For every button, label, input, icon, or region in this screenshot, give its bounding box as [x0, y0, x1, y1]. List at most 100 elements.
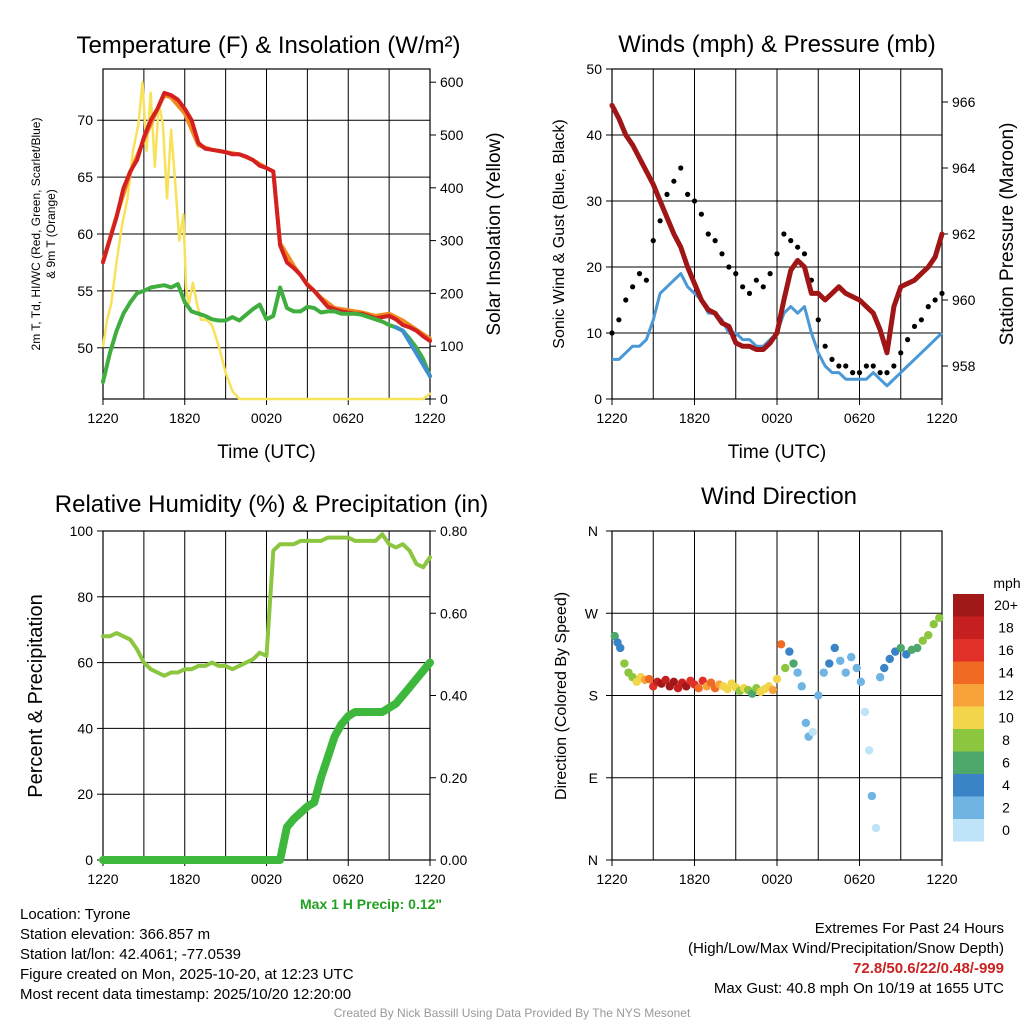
speed-legend-label: 12: [998, 687, 1014, 703]
wind-direction-point: [801, 718, 811, 728]
gust-point: [884, 370, 890, 376]
wind-x-tick-label: 1220: [596, 410, 627, 426]
wind-direction-point: [669, 677, 679, 686]
gust-point: [822, 343, 828, 349]
gust-point: [932, 297, 938, 303]
speed-legend-swatch: [953, 639, 984, 662]
gust-point: [918, 317, 924, 323]
gust-point: [733, 271, 739, 277]
wind-direction-point: [929, 620, 938, 629]
speed-legend-label: 14: [998, 665, 1014, 681]
temp-y-tick-label: 60: [77, 226, 93, 242]
speed-legend-swatch: [953, 616, 984, 639]
station-info: Location: Tyrone Station elevation: 366.…: [20, 905, 354, 1005]
wind-y-tick-label: 30: [586, 193, 602, 209]
rh-x-tick-label: 0620: [333, 871, 364, 887]
rh-y2-tick-label: 0.00: [440, 852, 467, 868]
rh-y2-tick-label: 0.60: [440, 605, 467, 621]
temp-y-axis-label-2: & 9m T (Orange): [44, 189, 58, 279]
gust-point: [746, 290, 753, 296]
speed-legend-swatch: [953, 706, 984, 729]
gust-point: [925, 304, 931, 310]
rh-line: [101, 532, 432, 678]
gust-point: [774, 251, 780, 257]
gust-point: [753, 277, 759, 283]
gust-point: [609, 330, 615, 336]
wind-direction-point: [772, 674, 782, 684]
figure-created: Figure created on Mon, 2025-10-20, at 12…: [20, 966, 354, 983]
gust-point: [911, 323, 918, 329]
gust-point: [781, 231, 787, 237]
wind-direction-point: [694, 683, 703, 693]
wind-y-axis-label: Sonic Wind & Gust (Blue, Black): [551, 119, 568, 348]
gust-point: [788, 238, 794, 244]
wind-y2-tick-label: 960: [952, 292, 976, 308]
wind-direction-point: [616, 643, 625, 653]
wind-direction-point: [644, 674, 654, 684]
temp-series-line: [101, 80, 432, 401]
gust-point: [678, 165, 684, 171]
wind-y-tick-label: 0: [594, 391, 602, 407]
gust-point: [836, 363, 842, 369]
rh-y-tick-label: 20: [77, 786, 93, 802]
gust-point: [719, 251, 725, 257]
wind-y2-axis-label: Station Pressure (Maroon): [997, 123, 1018, 346]
precip-line: [99, 658, 434, 864]
wind-direction-point: [620, 659, 629, 668]
temp-y2-tick-label: 400: [440, 180, 464, 196]
speed-legend-label: 8: [1002, 732, 1010, 748]
wind-x-tick-label: 1820: [679, 410, 710, 426]
wind-direction-point: [860, 707, 870, 717]
wind-direction-point: [856, 677, 866, 686]
temp-y2-tick-label: 600: [440, 74, 464, 90]
wind-direction-point: [864, 746, 874, 755]
rh-x-tick-label: 0020: [251, 871, 282, 887]
wind-direction-point: [918, 636, 927, 645]
extremes-box: Extremes For Past 24 Hours (High/Low/Max…: [688, 919, 1004, 999]
speed-legend-label: 18: [998, 620, 1014, 636]
extremes-values: 72.8/50.6/22/0.48/-999: [853, 960, 1004, 977]
rh-y-tick-label: 80: [77, 589, 93, 605]
gust-point: [767, 271, 773, 277]
gust-point: [939, 290, 945, 296]
temp-panel-title: Temperature (F) & Insolation (W/m²): [76, 32, 460, 59]
speed-legend-swatch: [953, 819, 984, 842]
dir-y-tick-label: N: [588, 852, 598, 868]
dir-x-tick-label: 1220: [926, 871, 957, 887]
speed-legend-swatch: [953, 594, 984, 617]
wind-y-tick-label: 50: [586, 61, 602, 77]
wind-direction-point: [610, 631, 619, 641]
rh-y-tick-label: 100: [70, 523, 94, 539]
dir-y-axis-label: Direction (Colored By Speed): [553, 592, 570, 800]
rh-y2-tick-label: 0.40: [440, 688, 467, 704]
gust-point: [657, 218, 663, 224]
temp-series-line: [101, 282, 432, 384]
wind-direction-point: [902, 650, 911, 659]
gust-point: [863, 363, 869, 369]
wind-direction-point: [830, 643, 839, 653]
station-latlon: Station lat/lon: 42.4061; -77.0539: [20, 946, 242, 963]
dir-x-tick-label: 0620: [844, 871, 875, 887]
max-precip-note: Max 1 H Precip: 0.12": [300, 896, 443, 912]
wind-y-tick-label: 10: [586, 325, 602, 341]
credit-line: Created By Nick Bassill Using Data Provi…: [333, 1006, 691, 1020]
temp-y2-axis-label: Solar Insolation (Yellow): [484, 132, 505, 335]
speed-legend-label: 2: [1002, 800, 1010, 816]
speed-legend-label: 10: [998, 710, 1014, 726]
speed-legend-label: 20+: [994, 597, 1018, 613]
wind-y2-tick-label: 962: [952, 226, 976, 242]
speed-legend-swatch: [953, 661, 984, 684]
wind-x-tick-label: 1220: [926, 410, 957, 426]
gust-point: [740, 284, 746, 290]
speed-legend-swatch: [953, 729, 984, 752]
gust-point: [643, 277, 649, 283]
gust-point: [843, 363, 849, 369]
temp-x-tick-label: 0020: [251, 410, 282, 426]
gust-point: [630, 284, 636, 290]
gust-point: [829, 356, 835, 362]
temp-y-axis-label: 2m T, Td, HI/WC (Red, Green, Scarlet/Blu…: [29, 118, 43, 351]
dir-x-tick-label: 0020: [761, 871, 792, 887]
dir-x-tick-label: 1820: [679, 871, 710, 887]
gust-point: [636, 271, 643, 277]
extremes-heading: Extremes For Past 24 Hours: [814, 920, 1004, 937]
